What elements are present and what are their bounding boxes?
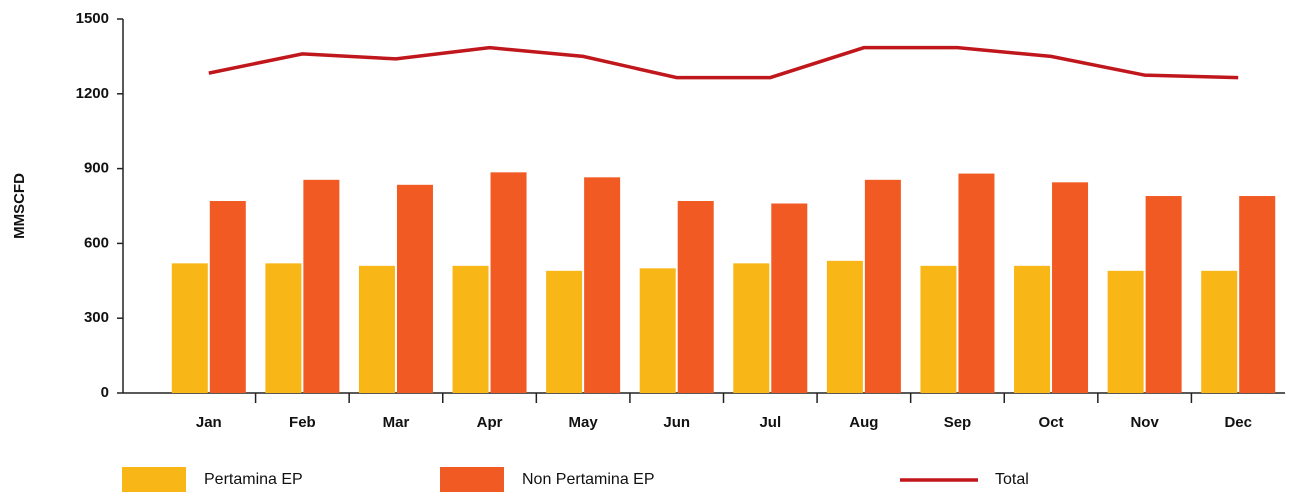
legend-swatch [122,467,186,492]
bar [584,177,621,393]
y-axis-label: MMSCFD [11,173,28,239]
x-tick-label: Jun [663,414,690,431]
y-tick-label: 1200 [76,85,109,102]
bar [677,201,714,393]
bar [639,268,676,393]
x-tick-label: Aug [849,414,878,431]
legend-swatch [440,467,504,492]
bar [1145,196,1182,393]
bar [452,265,489,393]
bar [826,260,863,393]
x-tick-label: Apr [477,414,503,431]
bar [920,265,957,393]
x-tick-label: May [569,414,599,431]
bar [1052,182,1089,393]
bar [171,263,208,393]
bar [771,203,808,393]
x-tick-label: Dec [1224,414,1252,431]
x-tick-label: Sep [944,414,972,431]
bar [1014,265,1051,393]
bar [733,263,770,393]
y-tick-label: 600 [84,234,109,251]
bar [303,179,340,393]
bar [1107,270,1144,393]
x-tick-label: Nov [1130,414,1159,431]
y-tick-label: 0 [101,384,109,401]
legend-label: Pertamina EP [204,471,303,488]
bar [1239,196,1276,393]
bar [265,263,302,393]
legend-label: Non Pertamina EP [522,471,655,488]
bar [864,179,901,393]
x-tick-label: Jul [759,414,781,431]
x-tick-label: Mar [383,414,410,431]
bar [958,173,995,393]
bar [546,270,583,393]
y-tick-label: 300 [84,309,109,326]
bar [209,201,246,393]
x-tick-label: Feb [289,414,316,431]
legend-label: Total [995,471,1029,488]
y-tick-label: 1500 [76,10,109,27]
line [208,45,1239,80]
bar [1201,270,1238,393]
y-tick-label: 900 [84,160,109,177]
bar [396,184,433,393]
x-tick-label: Oct [1039,414,1064,431]
bar [358,265,395,393]
x-tick-label: Jan [196,414,222,431]
bar [490,172,527,393]
